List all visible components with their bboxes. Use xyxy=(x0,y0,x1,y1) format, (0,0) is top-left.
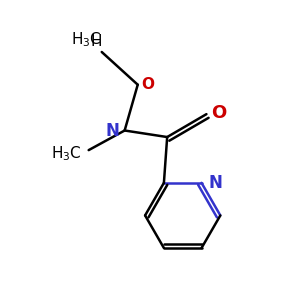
Text: O: O xyxy=(142,77,155,92)
Text: N: N xyxy=(209,174,223,192)
Text: H: H xyxy=(90,34,102,50)
Text: O: O xyxy=(211,103,226,122)
Text: N: N xyxy=(106,122,120,140)
Text: H$_3$C: H$_3$C xyxy=(71,31,102,50)
Text: H$_3$C: H$_3$C xyxy=(51,144,82,163)
